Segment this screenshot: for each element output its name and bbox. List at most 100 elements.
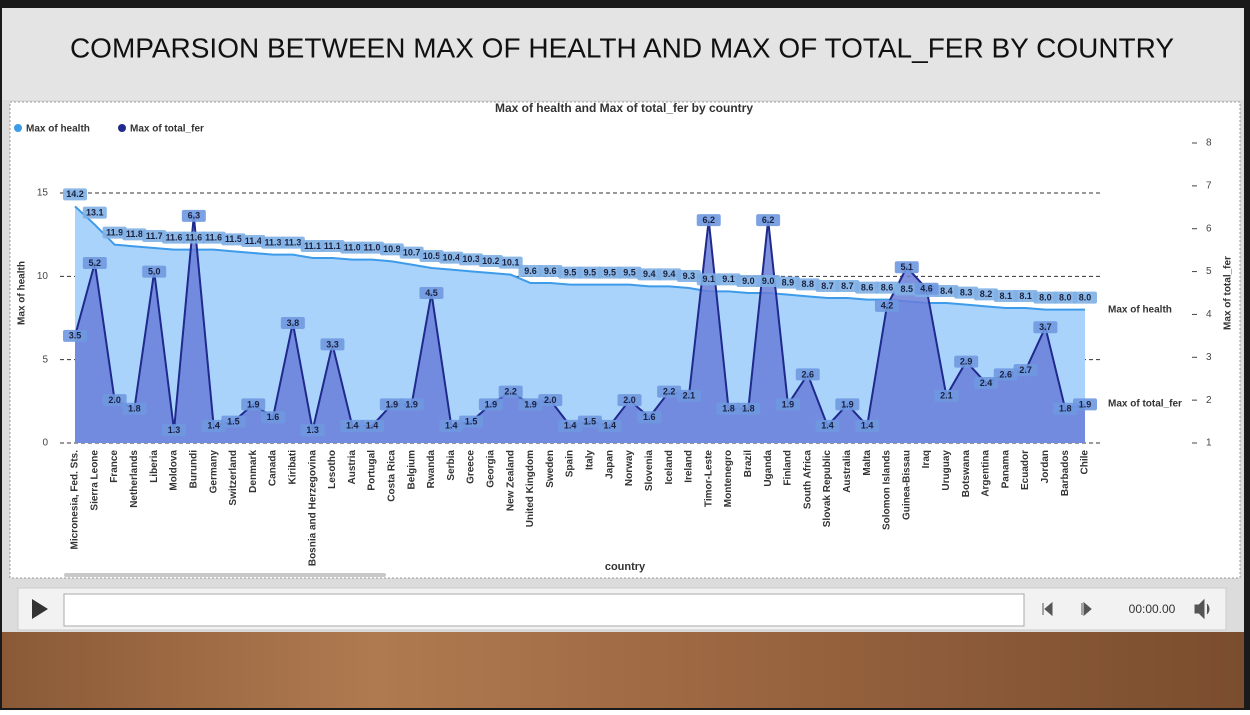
data-label-box	[657, 385, 682, 398]
x-tick-label: Belgium	[406, 450, 417, 490]
play-button[interactable]	[32, 599, 48, 619]
data-label-box	[399, 398, 424, 411]
data-label-box	[617, 394, 642, 407]
y2-axis-title: Max of total_fer	[1223, 256, 1234, 330]
data-label-box	[993, 290, 1018, 302]
data-label: 8.3	[960, 288, 973, 298]
data-label-box	[815, 280, 840, 292]
data-label: 10.1	[502, 258, 520, 268]
data-label-box	[1033, 291, 1058, 304]
data-label-box	[973, 377, 998, 389]
data-label-box	[1033, 321, 1058, 334]
data-label: 2.2	[663, 386, 676, 396]
data-label-box	[894, 283, 919, 296]
data-label: 2.9	[960, 356, 973, 366]
data-label: 2.2	[504, 386, 517, 396]
data-label-box	[221, 233, 246, 246]
data-label: 1.4	[564, 421, 577, 431]
back-button[interactable]	[1042, 601, 1053, 617]
forward-button[interactable]	[1081, 601, 1092, 617]
data-label: 1.8	[1059, 404, 1072, 414]
data-label: 1.9	[524, 399, 537, 409]
x-tick-label: France	[109, 450, 120, 483]
data-label-box	[142, 230, 167, 242]
y2-tick-label: 2	[1206, 395, 1212, 406]
x-tick-label: Austria	[347, 450, 358, 485]
data-label-box	[162, 424, 187, 437]
data-label: 11.7	[146, 231, 163, 241]
data-label: 9.1	[722, 274, 735, 284]
data-label: 11.9	[106, 228, 123, 238]
data-label-box	[597, 419, 622, 432]
data-label-box	[538, 394, 563, 407]
x-tick-label: Georgia	[486, 450, 497, 488]
data-label: 11.6	[166, 233, 183, 243]
progress-track[interactable]	[63, 593, 1025, 627]
data-label: 10.9	[383, 244, 401, 254]
data-label: 11.5	[225, 234, 242, 244]
data-label: 11.0	[364, 243, 381, 253]
data-label: 2.1	[683, 391, 696, 401]
x-tick-label: Germany	[208, 450, 219, 494]
x-tick-label: United Kingdom	[525, 450, 536, 527]
x-tick-label: New Zealand	[505, 450, 516, 511]
data-label-box	[756, 275, 781, 287]
volume-button[interactable]	[1194, 598, 1210, 620]
data-label: 1.9	[247, 399, 260, 409]
data-label: 9.6	[524, 266, 537, 276]
data-label-box	[459, 253, 484, 266]
data-label-box	[261, 236, 286, 249]
data-label: 5.1	[901, 262, 914, 272]
data-label: 8.0	[1059, 293, 1072, 303]
data-label-box	[577, 266, 602, 279]
data-label: 1.4	[207, 421, 220, 431]
data-label: 14.2	[66, 189, 84, 199]
data-label: 3.5	[69, 331, 82, 341]
x-tick-label: Micronesia, Fed. Sts.	[70, 450, 81, 550]
data-label: 9.5	[623, 268, 636, 278]
data-label-box	[597, 266, 622, 279]
data-label-box	[835, 280, 860, 292]
data-label-box	[142, 265, 167, 278]
data-label: 1.9	[485, 399, 498, 409]
data-label: 9.0	[742, 276, 755, 286]
x-tick-label: Portugal	[367, 450, 378, 491]
x-tick-label: Iceland	[664, 450, 675, 484]
data-label-box	[736, 275, 761, 287]
data-label: 1.4	[366, 421, 379, 431]
data-label: 9.4	[643, 269, 656, 279]
x-tick-label: Uganda	[763, 450, 774, 487]
data-label: 8.7	[841, 281, 854, 291]
x-tick-label: Canada	[268, 450, 279, 487]
x-tick-label: Timor-Leste	[703, 450, 714, 507]
data-label-box	[1053, 402, 1078, 415]
data-label-box	[538, 265, 563, 277]
data-label-box	[360, 419, 385, 432]
x-tick-label: Iraq	[921, 450, 932, 468]
x-tick-label: Brazil	[743, 450, 754, 477]
data-label-box	[894, 261, 919, 274]
data-label-box	[320, 338, 345, 351]
data-label: 8.6	[881, 283, 894, 293]
data-label-box	[775, 276, 800, 289]
data-label-box	[379, 243, 404, 256]
data-label-box	[181, 209, 206, 222]
time-display: 00:00.00	[1129, 602, 1176, 616]
x-tick-label: Australia	[842, 450, 853, 493]
data-label-box	[102, 226, 127, 239]
x-tick-label: Costa Rica	[387, 450, 398, 502]
data-label: 13.1	[86, 208, 104, 218]
data-label: 8.8	[801, 279, 814, 289]
x-tick-label: Netherlands	[129, 450, 140, 508]
x-tick-label: Sierra Leone	[89, 450, 100, 511]
data-label: 11.1	[324, 241, 341, 251]
data-label-box	[617, 266, 642, 279]
data-label-box	[558, 266, 583, 279]
data-label: 1.6	[643, 412, 656, 422]
x-tick-label: Greece	[466, 450, 477, 484]
scrollbar[interactable]	[64, 573, 386, 577]
data-label: 11.1	[304, 241, 321, 251]
data-label-box	[300, 240, 325, 252]
x-tick-label: Lesotho	[327, 450, 338, 489]
series-end-label: Max of health	[1108, 305, 1172, 316]
